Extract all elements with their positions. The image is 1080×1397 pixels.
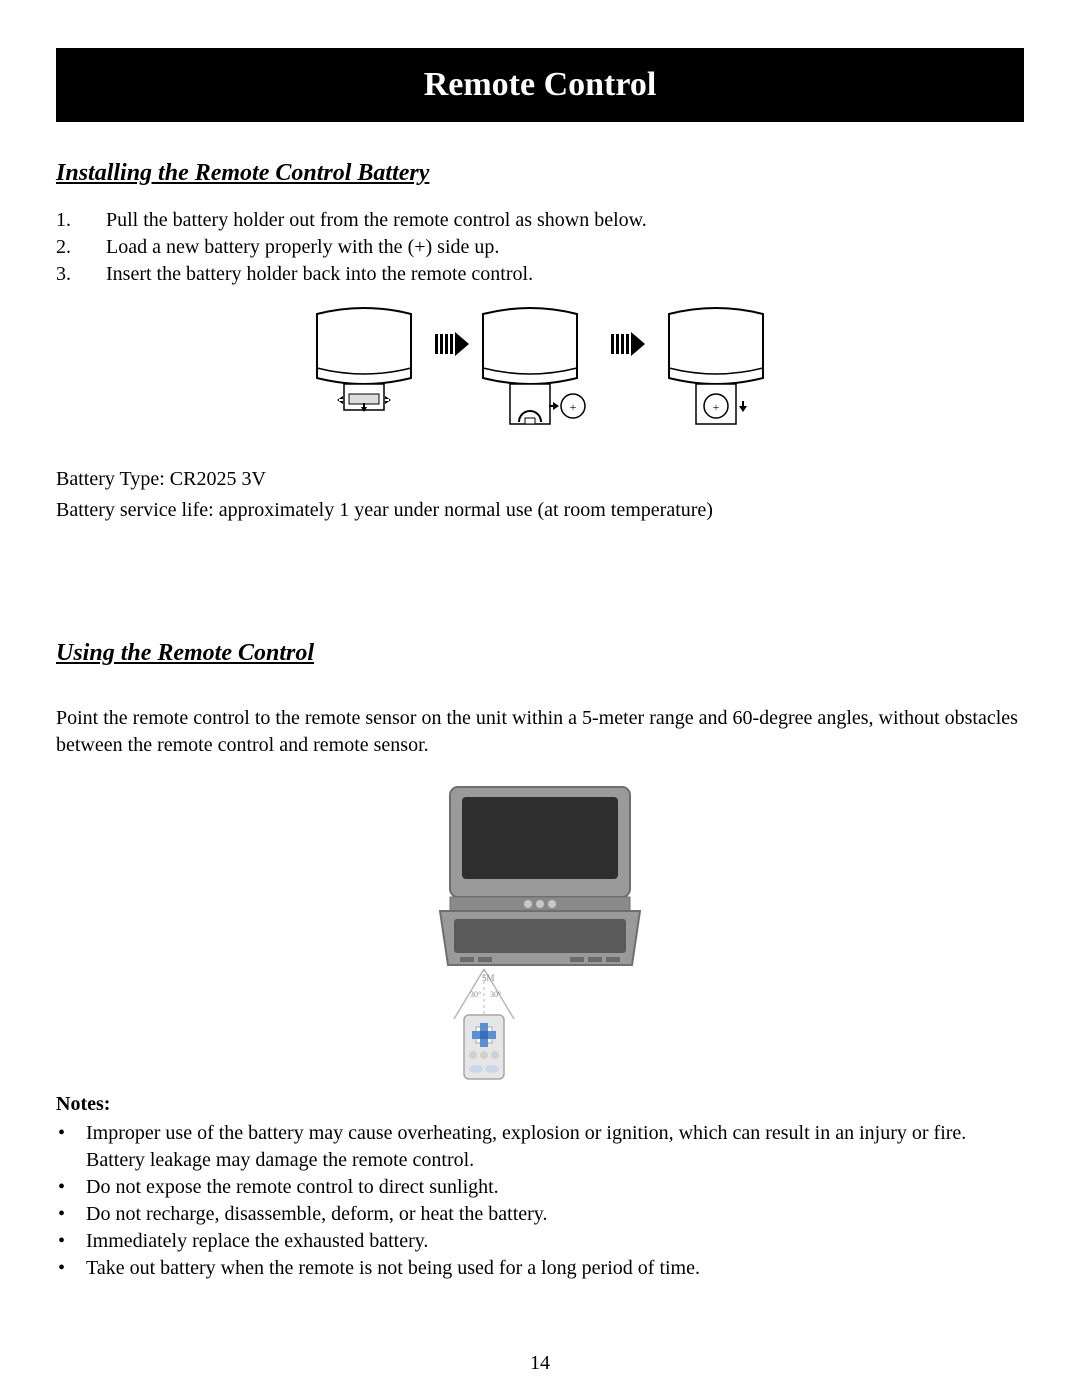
coin-plus-label: + [570,400,577,414]
notes-list: • Improper use of the battery may cause … [56,1120,1024,1282]
page-title: Remote Control [424,66,657,103]
remote-back-step3: + [661,306,771,436]
angle-right-label: 30° [490,990,501,999]
bullet-icon: • [56,1174,86,1201]
notes-label: Notes: [56,1093,1024,1116]
step-number: 1. [56,207,106,234]
remote-back-step2: + [485,306,595,436]
list-item: 2. Load a new battery properly with the … [56,234,1024,261]
list-item: • Take out battery when the remote is no… [56,1255,1024,1282]
battery-install-figure: + + [56,306,1024,436]
battery-life-text: Battery service life: approximately 1 ye… [56,497,1024,524]
page-title-bar: Remote Control [56,48,1024,122]
bullet-icon: • [56,1120,86,1174]
page-number: 14 [0,1352,1080,1375]
list-item: 3. Insert the battery holder back into t… [56,261,1024,288]
step-text: Insert the battery holder back into the … [106,261,1024,288]
bullet-icon: • [56,1201,86,1228]
step-number: 2. [56,234,106,261]
svg-text:+: + [713,400,720,414]
bullet-icon: • [56,1228,86,1255]
range-label: 5M [482,973,495,983]
section-heading-install: Installing the Remote Control Battery [56,160,1024,187]
list-item: • Immediately replace the exhausted batt… [56,1228,1024,1255]
section-heading-using: Using the Remote Control [56,640,1024,667]
list-item: • Do not expose the remote control to di… [56,1174,1024,1201]
step-text: Load a new battery properly with the (+)… [106,234,1024,261]
angle-left-label: 30° [470,990,481,999]
note-text: Improper use of the battery may cause ov… [86,1120,1024,1174]
step-text: Pull the battery holder out from the rem… [106,207,1024,234]
list-item: 1. Pull the battery holder out from the … [56,207,1024,234]
device-range-figure: 5M 30° 30° [56,783,1024,1083]
install-steps-list: 1. Pull the battery holder out from the … [56,207,1024,288]
step-number: 3. [56,261,106,288]
arrow-icon [609,306,647,381]
note-text: Do not expose the remote control to dire… [86,1174,1024,1201]
list-item: • Do not recharge, disassemble, deform, … [56,1201,1024,1228]
note-text: Do not recharge, disassemble, deform, or… [86,1201,1024,1228]
note-text: Immediately replace the exhausted batter… [86,1228,1024,1255]
arrow-icon [433,306,471,381]
note-text: Take out battery when the remote is not … [86,1255,1024,1282]
remote-back-step1 [309,306,419,436]
battery-type-text: Battery Type: CR2025 3V [56,466,1024,493]
using-paragraph: Point the remote control to the remote s… [56,705,1024,759]
bullet-icon: • [56,1255,86,1282]
list-item: • Improper use of the battery may cause … [56,1120,1024,1174]
